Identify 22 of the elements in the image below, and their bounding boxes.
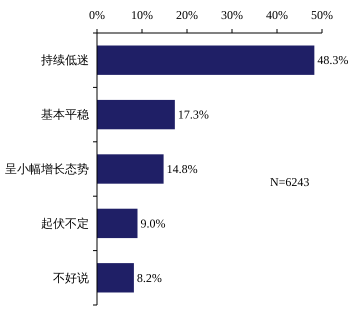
x-tick-label: 40% [266,8,288,22]
y-tick-label: 持续低迷 [41,53,89,68]
bar [97,46,314,75]
data-label: 8.2% [136,270,162,285]
y-tick-label: 基本平稳 [41,108,89,122]
y-tick-label: 起伏不定 [41,216,89,230]
x-tick-label: 0% [89,8,105,22]
x-tick-label: 50% [311,8,333,22]
data-label: 48.3% [317,53,348,68]
x-tick-label: 20% [176,8,198,22]
y-tick-label: 呈小幅增长态势 [5,162,89,176]
x-tick-label: 30% [221,8,243,22]
data-label: 17.3% [178,108,209,122]
bar [97,100,175,130]
data-label: 9.0% [140,216,166,230]
bar [97,263,134,292]
annotation: N=6243 [270,175,310,189]
x-tick-label: 10% [131,8,153,22]
data-label: 14.8% [166,162,198,176]
bar [97,208,138,238]
y-tick-label: 不好说 [53,270,89,285]
bar [97,154,164,184]
